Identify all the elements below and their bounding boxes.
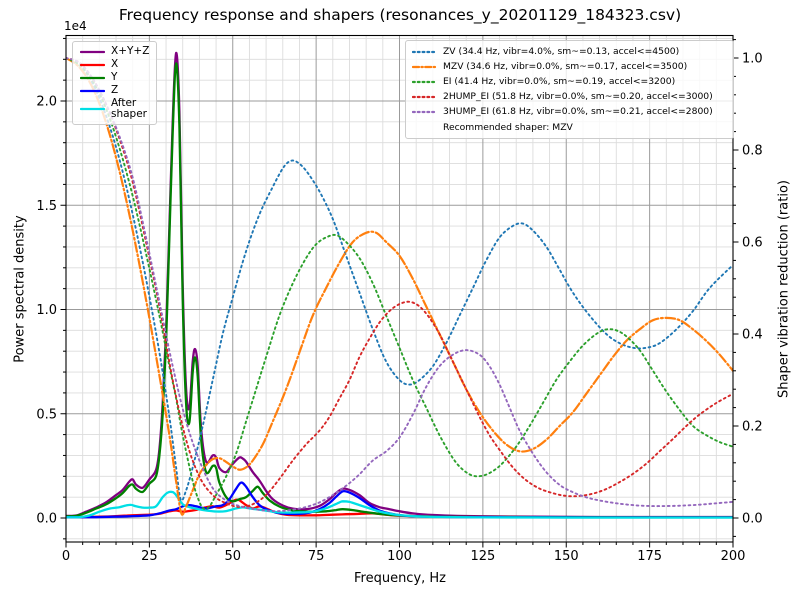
legend-line-swatch: [80, 107, 105, 111]
legend-psd: X+Y+Z X Y Z After shaper: [72, 41, 158, 125]
series-line-3hump-ei: [66, 57, 733, 513]
y-left-tick-label-2.0: 2.0: [36, 95, 57, 110]
legend-item-y: Y: [75, 71, 154, 84]
x-tick-label-50: 50: [224, 549, 241, 564]
legend-item-z: Z: [75, 84, 154, 97]
legend-item-label: 3HUMP_EI (61.8 Hz, vibr=0.0%, sm~=0.21, …: [443, 106, 713, 118]
y-axis-right-label: Shaper vibration reduction (ratio): [776, 180, 792, 398]
y-axis-left-label: Power spectral density: [12, 215, 28, 363]
series-line-2hump-ei: [66, 57, 733, 508]
series-group: [66, 51, 733, 519]
legend-shapers: ZV (34.4 Hz, vibr=4.0%, sm~=0.13, accel<…: [405, 40, 734, 140]
y-axis-offset-text: 1e4: [64, 19, 87, 33]
tick-labels: 0 25 50 75 100 125 150 175 200 0.0 0.5 1.0 1.5 2.0 0.0…: [36, 52, 762, 565]
legend-item-mzv: MZV (34.6 Hz, vibr=0.0%, sm~=0.17, accel…: [406, 59, 733, 74]
x-tick-label-200: 200: [721, 549, 746, 564]
x-tick-label-100: 100: [387, 549, 412, 564]
legend-line-swatch: [80, 63, 105, 66]
y-right-tick-label-0.6: 0.6: [742, 236, 763, 251]
x-tick-label-125: 125: [470, 549, 495, 564]
legend-item-2hump-ei: 2HUMP_EI (51.8 Hz, vibr=0.0%, sm~=0.20, …: [406, 90, 733, 105]
legend-line-swatch: [412, 80, 437, 84]
legend-item-x-y-z: X+Y+Z: [75, 45, 154, 58]
legend-item-label: ZV (34.4 Hz, vibr=4.0%, sm~=0.13, accel<…: [443, 45, 680, 57]
series-line-mzv: [66, 56, 733, 516]
y-left-tick-label-1.0: 1.0: [36, 303, 57, 318]
y-left-tick-label-1.5: 1.5: [36, 199, 57, 214]
series-line-zv: [66, 57, 733, 502]
legend-item-after-shaper: After shaper: [75, 97, 154, 121]
legend-item-ei: EI (41.4 Hz, vibr=0.0%, sm~=0.19, accel<…: [406, 74, 733, 89]
y-right-tick-label-1.0: 1.0: [742, 52, 763, 67]
y-right-tick-label-0.4: 0.4: [742, 328, 763, 343]
y-right-tick-label-0.0: 0.0: [742, 512, 763, 527]
legend-line-swatch: [80, 50, 105, 53]
x-tick-label-75: 75: [308, 549, 325, 564]
legend-line-swatch: [412, 111, 437, 114]
legend-item-label: Z: [111, 84, 119, 96]
x-tick-label-25: 25: [141, 549, 158, 564]
x-tick-label-0: 0: [62, 549, 70, 564]
series-line-x-y-z: [66, 51, 733, 519]
x-tick-label-175: 175: [637, 549, 662, 564]
legend-item-label: X: [111, 58, 119, 70]
legend-item-label: EI (41.4 Hz, vibr=0.0%, sm~=0.19, accel<…: [443, 75, 676, 87]
y-left-tick-label-0.0: 0.0: [36, 512, 57, 527]
legend-line-swatch: [80, 89, 105, 92]
legend-item-label: 2HUMP_EI (51.8 Hz, vibr=0.0%, sm~=0.20, …: [443, 91, 713, 103]
legend-item-label: Y: [111, 71, 118, 83]
x-axis-label: Frequency, Hz: [353, 571, 447, 586]
series-line-y: [66, 62, 733, 519]
legend-item-label: After shaper: [111, 97, 148, 120]
legend-item-3hump-ei: 3HUMP_EI (61.8 Hz, vibr=0.0%, sm~=0.21, …: [406, 105, 733, 120]
legend-item-zv: ZV (34.4 Hz, vibr=4.0%, sm~=0.13, accel<…: [406, 44, 733, 59]
y-right-tick-label-0.2: 0.2: [742, 420, 763, 435]
legend-line-swatch: [412, 96, 437, 99]
legend-line-swatch: [80, 76, 105, 79]
y-right-tick-label-0.8: 0.8: [742, 144, 763, 159]
legend-recommended-shaper-note: Recommended shaper: MZV: [406, 120, 733, 135]
series-line-ei: [66, 57, 733, 511]
legend-item-label: MZV (34.6 Hz, vibr=0.0%, sm~=0.17, accel…: [443, 60, 688, 72]
legend-item-label: X+Y+Z: [111, 45, 150, 57]
legend-line-swatch: [412, 65, 437, 68]
legend-line-swatch: [412, 50, 437, 53]
tick-marks: [60, 37, 739, 548]
y-left-tick-label-0.5: 0.5: [36, 407, 57, 422]
legend-note-label: Recommended shaper: MZV: [443, 121, 573, 133]
x-tick-label-150: 150: [554, 549, 579, 564]
chart-title: Frequency response and shapers (resonanc…: [118, 6, 682, 24]
legend-item-x: X: [75, 58, 154, 71]
